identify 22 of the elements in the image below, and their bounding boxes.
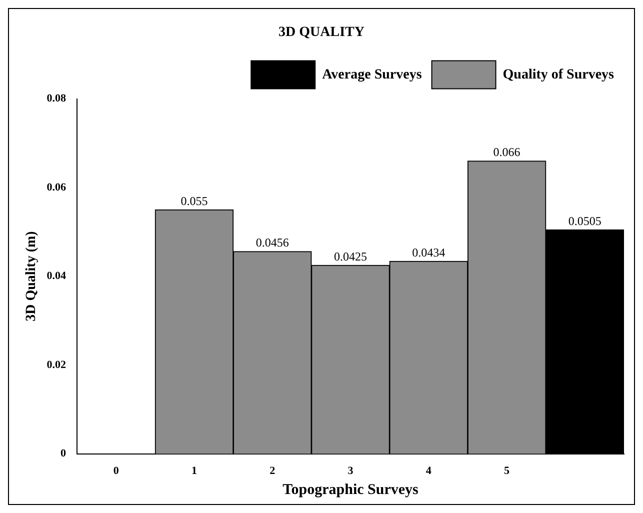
x-tick-label: 2 xyxy=(270,465,276,478)
x-axis-title: Topographic Surveys xyxy=(282,482,419,498)
y-tick-label: 0.08 xyxy=(46,92,67,105)
data-label: 0.0505 xyxy=(568,214,602,228)
chart-title: 3D QUALITY xyxy=(278,25,364,40)
y-tick-label: 0.04 xyxy=(46,270,67,282)
x-tick-label: 4 xyxy=(426,465,432,478)
x-tick-label: 1 xyxy=(192,465,198,478)
data-label: 0.0425 xyxy=(334,249,368,264)
legend-label: Average Surveys xyxy=(322,67,422,82)
data-label: 0.0456 xyxy=(256,236,289,250)
legend-label: Quality of Surveys xyxy=(502,67,615,82)
x-tick-label: 0 xyxy=(113,465,120,478)
data-label: 0.066 xyxy=(493,145,520,160)
x-tick-label: 5 xyxy=(504,465,510,478)
y-tick-label: 0 xyxy=(60,448,67,460)
data-label: 0.055 xyxy=(180,194,208,208)
data-label: 0.0434 xyxy=(412,245,446,260)
y-tick-label: 0.06 xyxy=(46,181,67,194)
y-axis-title: 3D Quality (m) xyxy=(24,230,40,322)
x-tick-label: 3 xyxy=(348,465,354,478)
y-tick-label: 0.02 xyxy=(46,358,67,371)
